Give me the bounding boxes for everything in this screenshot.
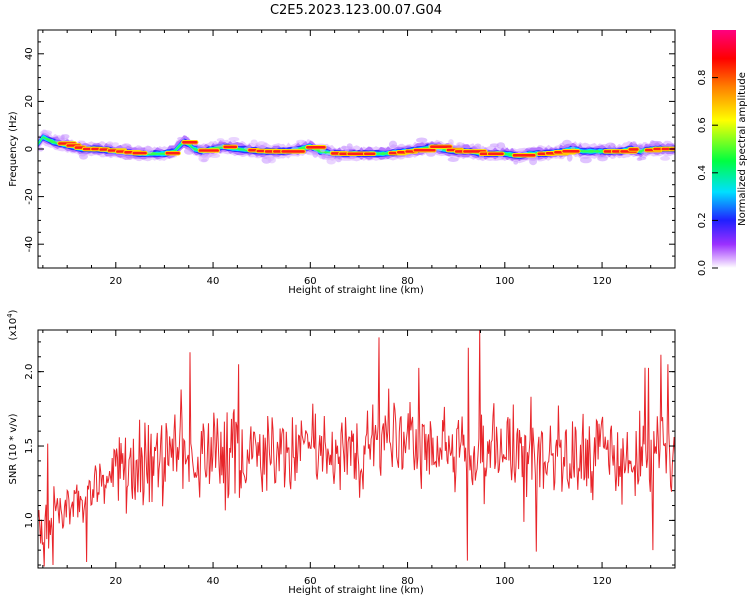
spectrogram-panel: 20 40 60 80 100 120 -40 -20 0 20 40 Height of stra… xyxy=(8,29,676,296)
ridge-contour-band xyxy=(38,133,675,160)
ridge-noise-blob xyxy=(121,153,134,160)
snr-exponent-base: (x10 xyxy=(8,318,19,341)
y-tick-label: 2.0 xyxy=(24,364,35,380)
ridge-noise-blob xyxy=(566,153,573,162)
snr-exponent-power: 4 xyxy=(6,313,14,318)
ridge-noise-blob xyxy=(660,156,671,161)
ridge-noise-blob xyxy=(580,156,592,164)
ridge-noise-blob xyxy=(106,152,116,157)
y-tick-label: 40 xyxy=(24,47,35,60)
ridge-noise-blob xyxy=(595,153,600,157)
x-tick-label: 120 xyxy=(593,576,612,587)
spectrogram-ylabel: Frequency (Hz) xyxy=(8,111,19,187)
ridge-noise-blob xyxy=(184,147,195,155)
ridge-noise-blob xyxy=(198,154,209,163)
ridge-noise-blob xyxy=(416,137,428,143)
ridge-noise-blob xyxy=(448,139,454,146)
ridge-noise-blob xyxy=(121,143,132,149)
ridge-noise-blob xyxy=(228,137,240,142)
ridge-noise-blob xyxy=(61,134,70,139)
ridge-noise-blob xyxy=(643,151,648,156)
ridge-noise-blob xyxy=(111,142,119,146)
colorbar-tick-label: 0.6 xyxy=(697,117,708,133)
ridge-noise-blob xyxy=(341,145,347,150)
ridge-noise-blob xyxy=(513,160,519,165)
ridge-noise-blob xyxy=(447,157,459,163)
colorbar-tick-label: 0.2 xyxy=(697,212,708,228)
spectrogram-ticks: 20 40 60 80 100 120 -40 -20 0 20 40 xyxy=(24,29,676,287)
ridge-noise-blob xyxy=(79,153,88,160)
y-tick-label: 20 xyxy=(24,95,35,108)
ridge-noise-blob xyxy=(177,136,185,141)
ridge-noise-blob xyxy=(209,153,221,158)
colorbar-tick-label: 0.4 xyxy=(697,165,708,181)
x-tick-label: 120 xyxy=(593,276,612,287)
ridge-noise-blob xyxy=(267,156,276,164)
x-tick-label: 80 xyxy=(401,576,414,587)
x-tick-label: 60 xyxy=(304,276,317,287)
spectrogram-xlabel: Height of straight line (km) xyxy=(288,285,424,296)
snr-panel: 20 40 60 80 100 120 1.0 1.5 2.0 Height of straig… xyxy=(6,309,676,596)
y-tick-label: 1.5 xyxy=(24,438,35,454)
ridge-noise-blob xyxy=(250,139,258,145)
snr-ylabel: SNR (10 * v/v) xyxy=(8,413,19,484)
x-tick-label: 40 xyxy=(207,576,220,587)
ridge-noise-blob xyxy=(496,142,506,149)
ridge-noise-blob xyxy=(213,143,225,148)
colorbar-label: Normalized spectral amplitude xyxy=(737,72,748,226)
x-tick-label: 20 xyxy=(109,276,122,287)
colorbar-tick-label: 0.8 xyxy=(697,70,708,86)
colorbar: 0.0 0.2 0.4 0.6 0.8 Normalized spectral ampl… xyxy=(697,30,748,276)
ridge-noise-blob xyxy=(495,157,507,161)
colorbar-tick-label: 0.0 xyxy=(697,260,708,276)
ridge-noise-blob xyxy=(312,150,319,158)
y-tick-label: 0 xyxy=(24,146,35,152)
snr-exponent-close: ) xyxy=(8,309,19,313)
x-tick-label: 100 xyxy=(495,276,514,287)
ridge-noise-blob xyxy=(255,141,267,150)
ridge-noise-blob xyxy=(388,140,398,149)
snr-ticks: 20 40 60 80 100 120 1.0 1.5 2.0 xyxy=(24,330,676,587)
ridge-noise-blob xyxy=(650,140,663,145)
spectral-ridge xyxy=(38,129,675,166)
ridge-noise-blob xyxy=(216,138,225,142)
figure-title: C2E5.2023.123.00.07.G04 xyxy=(270,3,442,18)
ridge-noise-blob xyxy=(326,158,336,165)
x-tick-label: 40 xyxy=(207,276,220,287)
y-tick-label: -20 xyxy=(24,188,35,204)
ridge-noise-blob xyxy=(562,139,572,147)
colorbar-gradient xyxy=(712,30,736,268)
x-tick-label: 80 xyxy=(401,276,414,287)
y-tick-label: 1.0 xyxy=(24,512,35,528)
ridge-noise-blob xyxy=(529,157,538,166)
snr-series-line xyxy=(38,330,675,567)
x-tick-label: 20 xyxy=(109,576,122,587)
x-tick-label: 60 xyxy=(304,576,317,587)
snr-frame xyxy=(37,329,676,569)
ridge-noise-blob xyxy=(321,152,326,160)
snr-xlabel: Height of straight line (km) xyxy=(288,585,424,596)
ridge-noise-blob xyxy=(344,148,349,152)
ridge-noise-blob xyxy=(40,130,53,136)
snr-exponent-label: (x104) xyxy=(6,309,19,340)
ridge-noise-blob xyxy=(597,155,608,162)
ridge-noise-blob xyxy=(605,142,616,150)
ridge-noise-blob xyxy=(474,143,482,149)
ridge-noise-blob xyxy=(636,157,643,162)
ridge-noise-blob xyxy=(335,154,343,163)
x-tick-label: 100 xyxy=(495,576,514,587)
y-tick-label: -40 xyxy=(24,236,35,252)
ridge-noise-blob xyxy=(346,143,353,150)
ridge-noise-blob xyxy=(106,141,114,146)
colorbar-ticks: 0.0 0.2 0.4 0.6 0.8 xyxy=(697,70,718,276)
ridge-noise-blob xyxy=(296,139,306,144)
